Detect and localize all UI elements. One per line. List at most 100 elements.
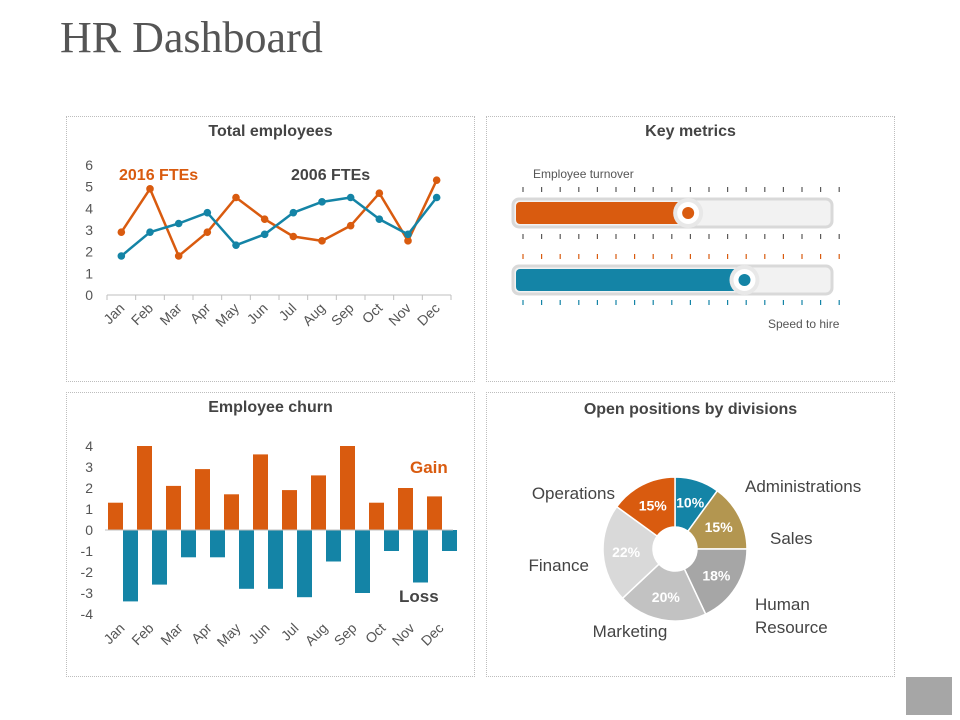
employee-turnover-label: Employee turnover bbox=[533, 167, 634, 181]
x-tick-label: Jun bbox=[244, 300, 271, 327]
data-point bbox=[232, 193, 240, 202]
gain-bar bbox=[224, 494, 239, 530]
loss-bar bbox=[239, 530, 254, 589]
data-point bbox=[318, 237, 326, 245]
gauge-knob-dot bbox=[682, 207, 695, 219]
legend-2016-ftes: 2016 FTEs bbox=[119, 167, 198, 184]
employee-churn-title: Employee churn bbox=[208, 399, 333, 416]
loss-bar bbox=[123, 530, 138, 602]
x-tick-label: May bbox=[212, 300, 242, 330]
x-tick-label: Apr bbox=[188, 620, 215, 647]
slice-percent-label: 22% bbox=[612, 544, 641, 560]
y-tick-label: 1 bbox=[85, 501, 93, 517]
gain-bar bbox=[137, 446, 152, 530]
series-line bbox=[120, 179, 438, 258]
slice-category-label: Finance bbox=[529, 556, 589, 575]
y-tick-label: 2 bbox=[85, 480, 93, 496]
slice-category-label: Marketing bbox=[593, 622, 668, 641]
data-point bbox=[117, 228, 126, 236]
x-tick-label: Feb bbox=[128, 620, 157, 649]
data-point bbox=[404, 237, 412, 245]
data-point bbox=[404, 230, 412, 239]
slice-percent-label: 10% bbox=[676, 494, 705, 510]
loss-bar bbox=[355, 530, 370, 593]
y-tick-label: 5 bbox=[85, 179, 93, 195]
speed-to-hire-label: Speed to hire bbox=[768, 317, 840, 331]
data-point bbox=[146, 185, 154, 193]
y-tick-label: 4 bbox=[85, 200, 93, 216]
y-tick-label: -1 bbox=[81, 543, 94, 559]
gain-bar bbox=[369, 502, 384, 530]
x-tick-label: May bbox=[214, 620, 244, 650]
slice-percent-label: 20% bbox=[652, 589, 681, 605]
data-point bbox=[117, 252, 126, 260]
slice-category-label: Sales bbox=[770, 529, 813, 548]
x-tick-label: Jan bbox=[100, 620, 127, 647]
data-point bbox=[289, 208, 298, 217]
loss-bar bbox=[210, 530, 225, 558]
y-tick-label: 0 bbox=[85, 287, 93, 303]
x-tick-label: Aug bbox=[299, 300, 328, 329]
x-tick-label: Aug bbox=[302, 620, 331, 649]
x-tick-label: Sep bbox=[328, 300, 357, 329]
y-tick-label: 4 bbox=[85, 438, 93, 454]
slice-percent-label: 18% bbox=[702, 567, 731, 583]
loss-bar bbox=[297, 530, 312, 598]
total-employees-panel: Total employees 0 1 2 3 4 5 6 Jan Feb Mar Apr May Ju… bbox=[66, 116, 475, 382]
data-point bbox=[375, 215, 384, 223]
data-point bbox=[432, 176, 441, 184]
x-tick-label: Jun bbox=[245, 620, 272, 647]
loss-bar bbox=[326, 530, 341, 562]
gain-bar bbox=[340, 446, 355, 530]
legend-loss: Loss bbox=[399, 587, 439, 606]
loss-bar bbox=[268, 530, 283, 589]
y-tick-label: 0 bbox=[85, 522, 93, 538]
y-tick-label: 3 bbox=[85, 222, 93, 238]
x-tick-label: Jul bbox=[278, 620, 302, 644]
data-point bbox=[174, 252, 183, 260]
corner-square bbox=[906, 677, 952, 715]
gain-bar bbox=[282, 490, 297, 530]
pie-slice bbox=[683, 548, 748, 616]
x-tick-label: Oct bbox=[359, 300, 386, 327]
data-point bbox=[346, 193, 355, 202]
gauge-knob-dot bbox=[738, 274, 751, 286]
data-point bbox=[203, 208, 212, 217]
data-point bbox=[432, 193, 441, 202]
slice-category-label: Operations bbox=[532, 484, 615, 503]
y-tick-label: -4 bbox=[81, 606, 94, 622]
data-point bbox=[375, 189, 384, 197]
legend-2006-ftes: 2006 FTEs bbox=[291, 167, 370, 184]
data-point bbox=[232, 241, 240, 249]
data-point bbox=[260, 215, 269, 223]
key-metrics-title: Key metrics bbox=[645, 123, 736, 140]
x-tick-label: Nov bbox=[389, 620, 418, 649]
x-tick-label: Dec bbox=[418, 620, 447, 649]
open-positions-chart: 10% Administrations 15% Sales 18% Human Resour… bbox=[529, 476, 861, 641]
gauge-fill bbox=[516, 202, 689, 224]
y-tick-label: 1 bbox=[85, 265, 93, 281]
employee-churn-panel: Employee churn -4 -3 -2 -1 0 1 2 3 4 Jan Feb Mar Apr… bbox=[66, 392, 475, 677]
gain-bar bbox=[427, 496, 442, 530]
pie-slice bbox=[602, 505, 661, 600]
x-tick-label: Feb bbox=[128, 300, 157, 329]
x-tick-label: Mar bbox=[156, 300, 185, 329]
x-tick-label: Jan bbox=[100, 300, 127, 327]
legend-gain: Gain bbox=[410, 458, 448, 477]
x-tick-label: Mar bbox=[157, 620, 186, 649]
page-title: HR Dashboard bbox=[60, 13, 323, 62]
gain-bar bbox=[253, 454, 268, 530]
y-tick-label: -2 bbox=[81, 564, 94, 580]
x-tick-label: Nov bbox=[385, 300, 414, 329]
y-tick-label: 2 bbox=[85, 244, 93, 260]
slice-category-label: Administrations bbox=[745, 477, 861, 496]
open-positions-panel: Open positions by divisions 10% Administr… bbox=[486, 392, 895, 677]
loss-bar bbox=[181, 530, 196, 558]
pie-slice bbox=[615, 476, 676, 538]
x-tick-label: Apr bbox=[187, 300, 214, 327]
x-tick-label: Sep bbox=[331, 620, 360, 649]
key-metrics-panel: Key metrics Employee turnover Speed to hi… bbox=[486, 116, 895, 382]
y-tick-label: 6 bbox=[85, 157, 93, 173]
